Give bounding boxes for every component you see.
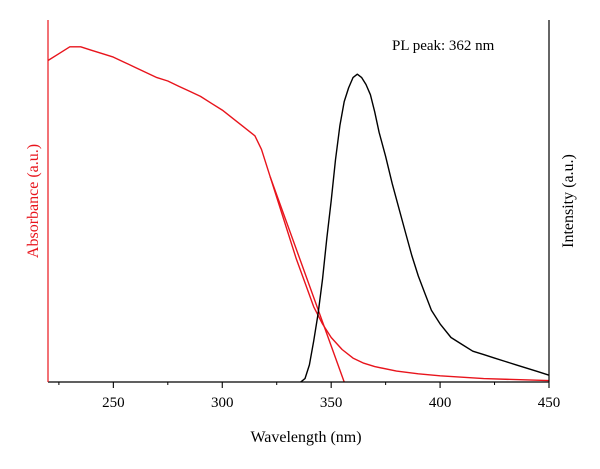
x-axis-label: Wavelength (nm) bbox=[250, 429, 361, 446]
absorbance-series-line bbox=[47, 46, 550, 382]
pl-series-line bbox=[300, 73, 550, 383]
chart-axes: 250 300 350 400 450 bbox=[47, 20, 561, 411]
y-axis-label-right: Intensity (a.u.) bbox=[560, 154, 577, 248]
tangent-series-line bbox=[269, 176, 345, 383]
x-tick-label-250: 250 bbox=[102, 395, 125, 411]
pl-peak-annotation: PL peak: 362 nm bbox=[392, 38, 495, 54]
y-axis-label-left: Absorbance (a.u.) bbox=[25, 144, 42, 258]
x-tick-label-450: 450 bbox=[538, 395, 561, 411]
x-tick-label-400: 400 bbox=[429, 395, 452, 411]
x-tick-label-350: 350 bbox=[320, 395, 343, 411]
chart-marks bbox=[47, 46, 550, 383]
x-tick-label-300: 300 bbox=[211, 395, 234, 411]
